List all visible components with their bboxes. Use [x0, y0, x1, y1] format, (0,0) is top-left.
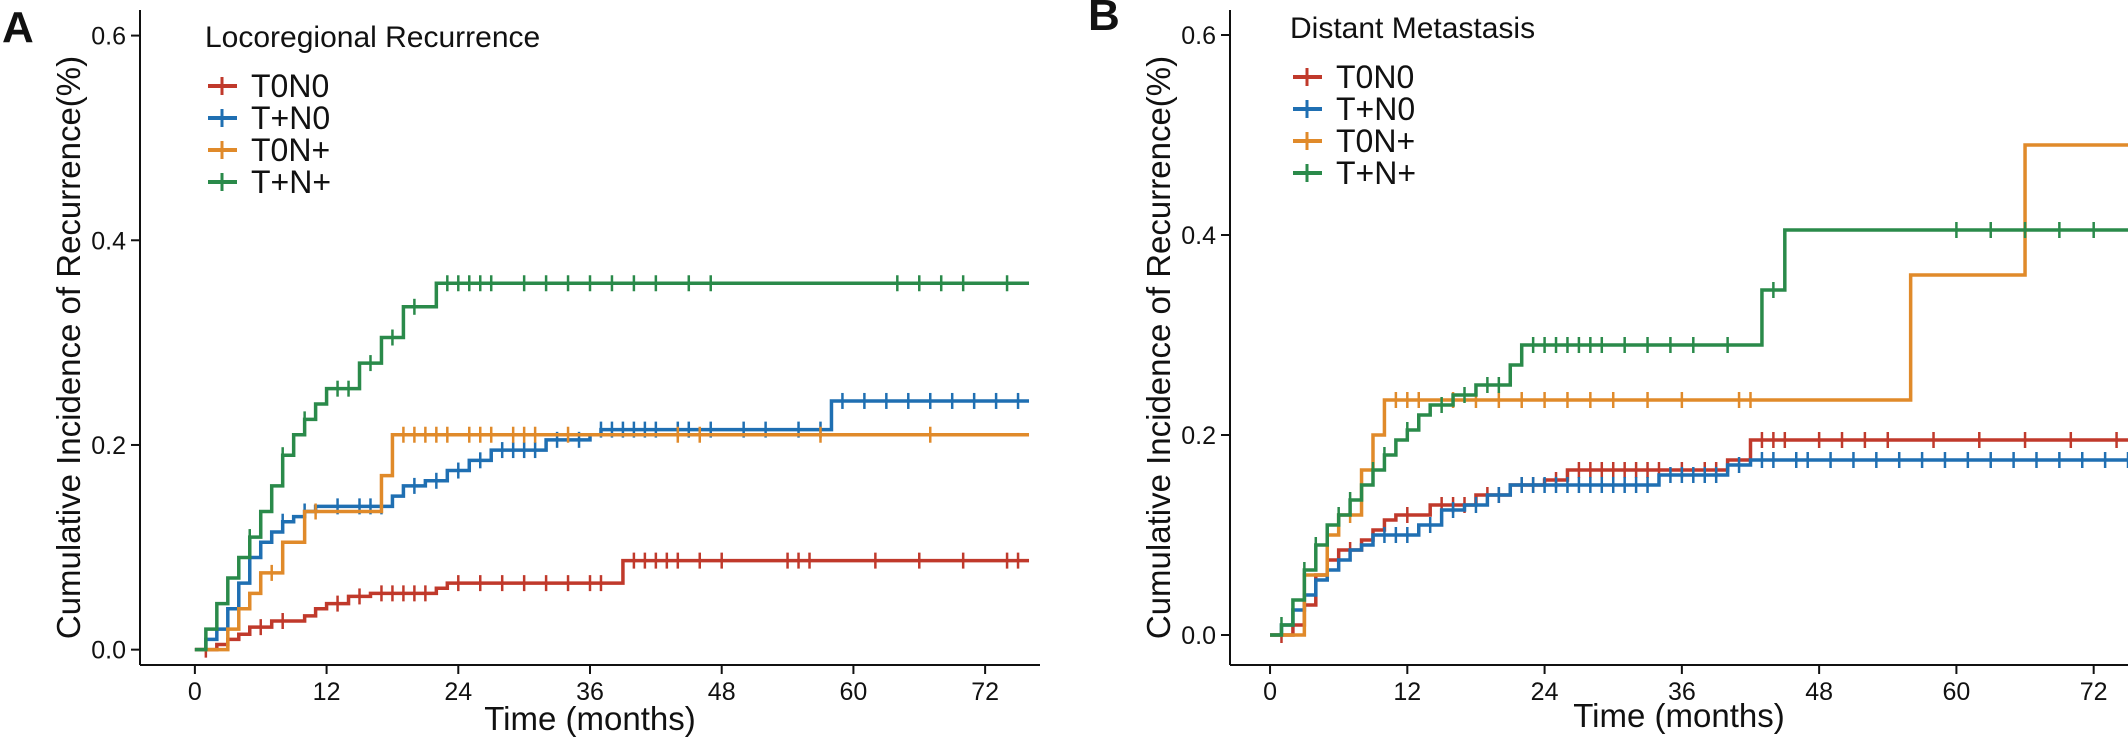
x-tick-label: 12: [313, 678, 341, 706]
legend-label: T0N+: [1336, 123, 1415, 159]
legend-title: Distant Metastasis: [1290, 12, 1535, 45]
legend-label: T+N0: [251, 100, 330, 136]
y-axis-title: Cumulative Incidence of Recurrence(%): [1140, 56, 1177, 639]
x-tick-label: 48: [708, 678, 736, 706]
legend-label: T+N0: [1336, 91, 1415, 127]
legend-label: T0N0: [251, 68, 329, 104]
x-tick-label: 60: [840, 678, 868, 706]
y-tick-label: 0.2: [1181, 422, 1216, 450]
x-tick-label: 0: [1263, 678, 1277, 706]
series-line-T0N+: [194, 432, 1030, 652]
y-tick-label: 0.4: [91, 227, 126, 255]
plot-area: [194, 275, 1030, 658]
series-line-T0N0: [1270, 438, 2128, 637]
x-axis-title: Time (months): [484, 700, 695, 737]
series-line-T+N+: [194, 281, 1030, 652]
x-tick-label: 12: [1393, 678, 1421, 706]
x-tick-label: 24: [1531, 678, 1559, 706]
panel-label: A: [2, 3, 34, 52]
legend-label: T0N+: [251, 132, 330, 168]
legend-label: T0N0: [1336, 59, 1414, 95]
x-tick-label: 24: [444, 678, 472, 706]
panel-label: B: [1088, 0, 1120, 40]
y-tick-label: 0.2: [91, 432, 126, 460]
x-tick-label: 72: [2080, 678, 2108, 706]
x-tick-label: 0: [188, 678, 202, 706]
panel-A: A 0.0 0.2 0.4 0.6 0 12 24 36 48 60 72 Time (months) C…: [2, 3, 1040, 737]
x-tick-label: 36: [1668, 678, 1696, 706]
x-tick-label: 72: [971, 678, 999, 706]
series-line-T+N0: [194, 399, 1030, 652]
series-line-T0N+: [1270, 143, 2128, 637]
x-axis-title: Time (months): [1573, 697, 1784, 734]
legend-title: Locoregional Recurrence: [205, 21, 540, 54]
y-tick-label: 0.0: [1181, 622, 1216, 650]
series-line-T+N0: [1270, 458, 2128, 637]
y-axis-title: Cumulative Incidence of Recurrence(%): [50, 56, 87, 639]
y-tick-label: 0.6: [91, 23, 126, 51]
y-tick-label: 0.6: [1181, 22, 1216, 50]
legend-label: T+N+: [251, 164, 331, 200]
panel-B: B 0.0 0.2 0.4 0.6 0 12 24 36 48 60 72 Time (months) C…: [1088, 0, 2128, 734]
x-tick-label: 48: [1805, 678, 1833, 706]
y-tick-label: 0.4: [1181, 222, 1216, 250]
series-line-T+N+: [1270, 228, 2128, 637]
y-tick-label: 0.0: [91, 637, 126, 665]
legend-label: T+N+: [1336, 155, 1416, 191]
series-line-T0N0: [194, 558, 1030, 652]
plot-area: [1270, 143, 2128, 643]
x-tick-label: 36: [576, 678, 604, 706]
x-tick-label: 60: [1943, 678, 1971, 706]
